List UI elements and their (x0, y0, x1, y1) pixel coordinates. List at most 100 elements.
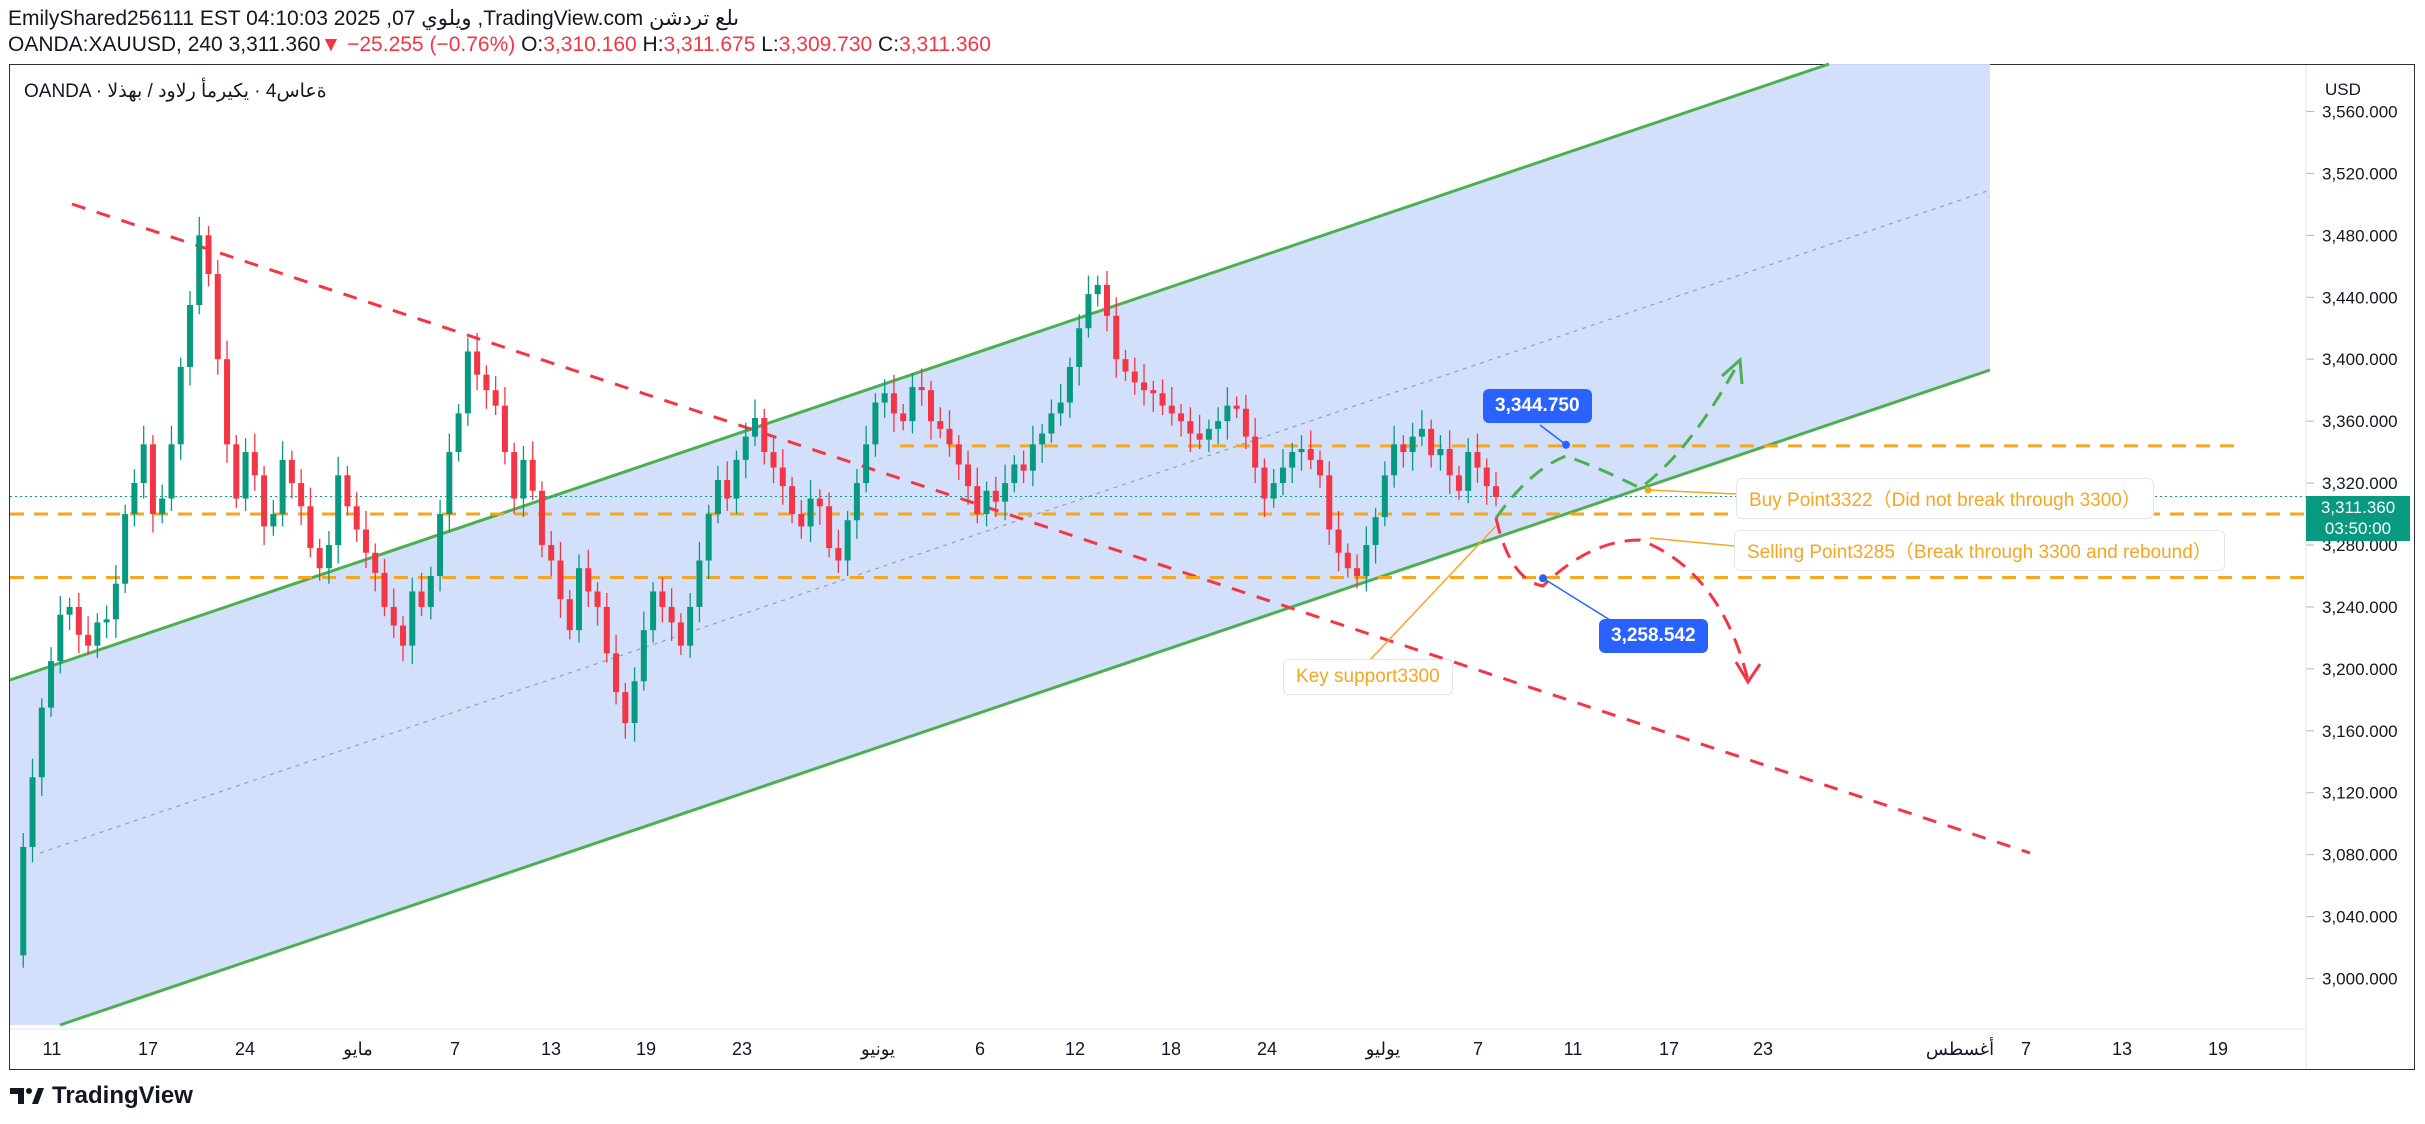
candle-body (261, 475, 268, 527)
x-tick-label: مايو (342, 1039, 372, 1060)
symbol-name[interactable]: OANDA:XAUUSD, 240 (8, 33, 223, 56)
candle-body (1224, 405, 1231, 422)
candle-body (659, 591, 666, 607)
candle-body (1335, 529, 1342, 553)
candle-body (890, 393, 897, 414)
candle-body (538, 490, 545, 545)
candle-body (640, 630, 647, 682)
candle-body (20, 846, 27, 956)
candle-body (307, 506, 314, 549)
candle-body (1252, 436, 1259, 468)
marker-low-label[interactable]: 3,258.542 (1599, 619, 1708, 653)
candle-body (1428, 428, 1435, 456)
candle-body (733, 459, 740, 499)
bullish-arrow-icon (1721, 356, 1744, 385)
candle-body (1085, 294, 1092, 329)
candle-body (455, 413, 462, 453)
candle-body (835, 548, 842, 561)
x-tick-label: 7 (2021, 1039, 2031, 1059)
x-tick-label: 24 (235, 1039, 255, 1059)
candle-body (159, 498, 166, 515)
x-tick-label: 7 (450, 1039, 460, 1059)
candle-body (1020, 464, 1027, 471)
candle-body (418, 591, 425, 607)
brand-logo[interactable]: TradingView (10, 1082, 193, 1110)
candle-body (761, 418, 768, 453)
low-label: L: (761, 33, 779, 56)
chart-frame[interactable] (9, 64, 2415, 1070)
tradingview-logo-icon (10, 1088, 44, 1104)
x-tick-label: 19 (636, 1039, 656, 1059)
candle-body (1178, 413, 1185, 422)
candle-body (1400, 444, 1407, 453)
bearish-arrow-icon (1734, 661, 1762, 685)
candle-body (529, 459, 536, 491)
candle-body (214, 274, 221, 360)
candle-body (362, 529, 369, 553)
candle-body (1307, 449, 1314, 460)
candle-body (344, 475, 351, 507)
candle-body (900, 413, 907, 422)
candle-body (48, 661, 55, 708)
candle-body (316, 548, 323, 569)
candle-body (983, 490, 990, 515)
y-tick-label: 3,000.000 (2322, 970, 2398, 989)
candle-body (1261, 467, 1268, 499)
candle-body (501, 405, 508, 453)
candle-body (1409, 436, 1416, 453)
marker-high-label[interactable]: 3,344.750 (1483, 389, 1592, 423)
y-tick-label: 3,240.000 (2322, 598, 2398, 617)
high-value: 3,311.675 (663, 33, 756, 56)
candle-body (566, 599, 573, 631)
candle-body (511, 452, 518, 499)
channel-mid-line (39, 189, 1991, 854)
candle-body (724, 479, 731, 499)
candle-body (798, 514, 805, 527)
channel-upper-line (9, 62, 1830, 682)
candle-body (353, 506, 360, 530)
candle-body (38, 707, 45, 778)
candle-body (872, 402, 879, 445)
x-tick-label: 6 (975, 1039, 985, 1059)
x-tick-label: 13 (2112, 1039, 2132, 1059)
open-label: O: (521, 33, 544, 56)
candle-body (1279, 467, 1286, 484)
candle-body (937, 421, 944, 429)
x-tick-label: أغسطس (1926, 1037, 1994, 1060)
candle-body (1317, 459, 1324, 476)
candle-body (631, 681, 638, 724)
candle-body (29, 777, 36, 847)
close-label: C: (878, 33, 900, 56)
x-tick-label: 12 (1065, 1039, 1085, 1059)
candle-body (585, 568, 592, 592)
candle-body (1233, 405, 1240, 409)
candle-body (548, 545, 555, 561)
candle-body (140, 444, 147, 484)
candle-body (1002, 483, 1009, 502)
candle-body (622, 692, 629, 724)
candle-body (714, 479, 721, 515)
x-tick-label: 23 (732, 1039, 752, 1059)
candle-body (1122, 359, 1129, 372)
candle-body (1057, 402, 1064, 414)
candle-body (400, 625, 407, 646)
x-tick-label: يوليو (1365, 1039, 1401, 1060)
sell-point-label[interactable]: Selling Point3285（Break through 3300 and… (1734, 530, 2225, 571)
symbol-info: OANDA:XAUUSD, 240 3,311.360▼ −25.255 (−0… (8, 33, 991, 57)
candle-body (1455, 475, 1462, 491)
candle-body (1354, 568, 1361, 576)
candle-body (1011, 464, 1018, 484)
candle-body (112, 583, 119, 620)
candle-body (474, 351, 481, 375)
close-value: 3,311.360 (899, 33, 991, 56)
candle-body (1066, 366, 1073, 403)
candle-body (186, 305, 193, 367)
key-support-label[interactable]: Key support3300 (1283, 659, 1453, 695)
candle-body (1113, 315, 1120, 360)
candle-body (1205, 428, 1212, 440)
buy-point-label[interactable]: Buy Point3322（Did not break through 3300… (1736, 478, 2154, 519)
candle-body (483, 374, 490, 391)
bearish-projection-path (1494, 517, 1750, 681)
candle-body (1483, 467, 1490, 487)
